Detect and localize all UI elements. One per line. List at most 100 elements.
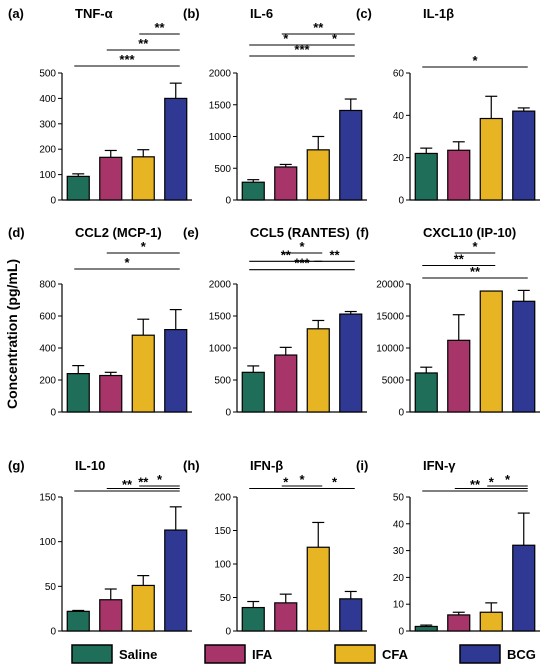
y-tick-label: 1500 [209,312,232,323]
legend-label: BCG [507,647,536,662]
legend-label: Saline [119,647,157,662]
panel-3: (c) IL-1β 0 20 40 60 * [356,6,540,207]
bar-bcg [339,109,363,201]
y-tick-label: 100 [214,560,231,571]
significance-label: ** [154,20,165,35]
significance-label: ** [470,264,481,279]
y-tick-label: 0 [225,196,231,207]
significance-label: * [332,475,338,490]
bar-ifa [274,166,298,201]
y-tick-label: 1000 [209,132,232,143]
significance-label: ** [470,477,481,492]
panel-letter: (d) [8,225,25,240]
bar-saline [414,372,438,413]
y-tick-label: 100 [39,537,56,548]
bar-bcg [164,529,188,632]
significance-label: ** [281,247,292,262]
y-tick-label: 60 [393,69,405,80]
bar-saline [241,371,265,413]
significance-label: ** [138,475,149,490]
y-tick-label: 0 [225,627,231,638]
bar-cfa [306,149,330,201]
bar-cfa [131,334,155,413]
y-tick-label: 40 [393,519,405,530]
panel-title: CXCL10 (IP-10) [423,225,516,240]
bar-ifa [274,354,298,413]
panel-letter: (f) [356,225,369,240]
y-tick-label: 10000 [376,344,404,355]
y-tick-label: 15000 [376,312,404,323]
y-tick-label: 1500 [209,100,232,111]
y-tick-label: 0 [398,408,404,419]
significance-label: *** [294,256,310,271]
y-tick-label: 0 [225,408,231,419]
bar-cfa [479,611,503,632]
y-axis-label: Concentration (pg/mL) [4,259,20,409]
significance-label: * [141,239,147,254]
legend-swatch [71,644,113,664]
y-tick-label: 400 [39,94,56,105]
significance-label: * [299,239,305,254]
significance-label: ** [313,20,324,35]
significance-label: *** [294,42,310,57]
bar-ifa [447,339,471,413]
panel-letter: (e) [183,225,199,240]
panel-letter: (i) [356,458,368,473]
legend-label: IFA [252,647,273,662]
significance-label: * [283,31,289,46]
legend-item-bcg: BCG [459,644,536,664]
panel-title: CCL5 (RANTES) [250,225,350,240]
y-tick-label: 0 [50,627,56,638]
y-tick-label: 20000 [376,280,404,291]
bar-bcg [512,544,536,632]
bar-cfa [131,584,155,632]
significance-label: * [124,255,130,270]
panel-title: CCL2 (MCP-1) [75,225,162,240]
y-tick-label: 2000 [209,280,232,291]
y-tick-label: 50 [220,593,232,604]
panel-title: IL-10 [75,458,105,473]
significance-label: ** [138,36,149,51]
y-tick-label: 0 [50,408,56,419]
y-tick-label: 200 [39,145,56,156]
significance-label: * [472,53,478,68]
bar-bcg [164,97,188,201]
y-tick-label: 20 [393,153,405,164]
panel-8: (h) IFN-β 0 50 100 150 200 * * * [183,458,367,638]
bar-bcg [164,329,188,413]
y-tick-label: 500 [214,164,231,175]
panel-letter: (h) [183,458,200,473]
bar-saline [241,181,265,201]
panel-title: TNF-α [75,6,113,21]
significance-label: * [299,472,305,487]
significance-label: * [489,475,495,490]
panel-6: (f) CXCL10 (IP-10)05000100001500020000***… [356,225,540,419]
y-tick-label: 200 [214,493,231,504]
legend-item-ifa: IFA [204,644,273,664]
y-tick-label: 400 [39,344,56,355]
y-tick-label: 1000 [209,344,232,355]
significance-label: ** [329,247,340,262]
legend: Saline IFA CFA BCG [71,644,536,664]
y-tick-label: 200 [39,376,56,387]
legend-swatch [459,644,501,664]
y-tick-label: 0 [50,196,56,207]
bar-saline [66,373,90,413]
bar-ifa [447,149,471,201]
panel-title: IL-6 [250,6,273,21]
bar-bcg [339,598,363,632]
panel-title: IFN-γ [423,458,456,473]
y-tick-label: 600 [39,312,56,323]
y-tick-label: 100 [39,170,56,181]
y-tick-label: 800 [39,280,56,291]
bar-ifa [99,599,123,632]
significance-label: *** [119,52,135,67]
legend-item-cfa: CFA [334,644,409,664]
y-tick-label: 50 [45,582,57,593]
